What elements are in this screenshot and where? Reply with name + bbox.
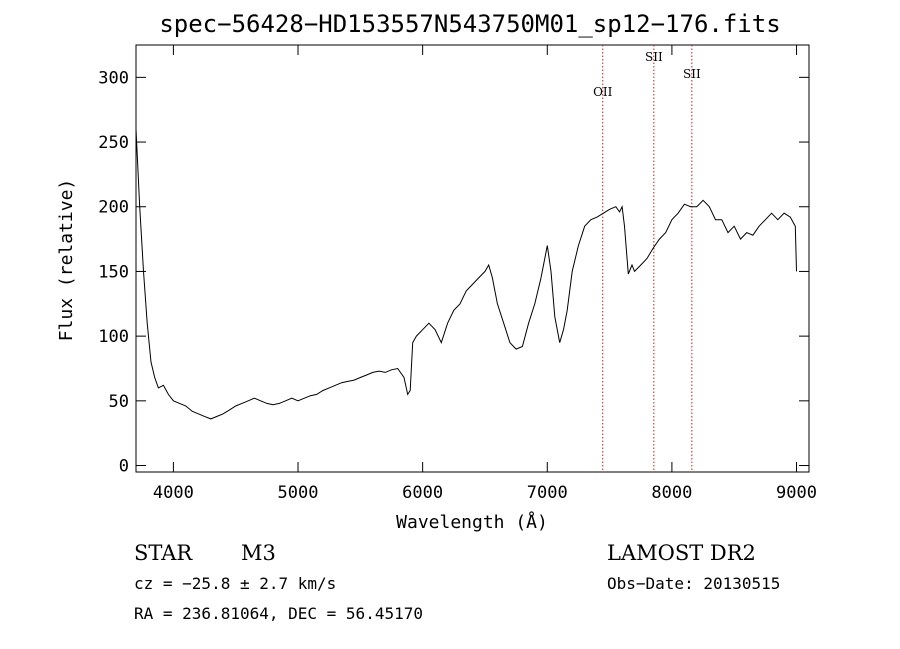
- x-tick-label: 6000: [402, 483, 443, 503]
- y-tick-label: 100: [98, 327, 129, 347]
- x-axis-label: Wavelength (Å): [396, 511, 548, 533]
- x-tick-label: 7000: [527, 483, 568, 503]
- spectrum-series-line: [135, 129, 797, 420]
- axis-ticks: 4000 5000 6000 7000 8000 9000 0 50 100 150 200 250 3…: [98, 45, 817, 503]
- redshift-velocity: cz = −25.8 ± 2.7 km/s: [134, 574, 336, 593]
- spectral-line-label: SII: [645, 50, 663, 64]
- object-class: STAR: [134, 541, 193, 565]
- y-tick-label: 150: [98, 262, 129, 282]
- spectral-line-label: OII: [593, 85, 613, 99]
- object-subclass: M3: [241, 541, 276, 565]
- y-tick-label: 0: [119, 457, 129, 477]
- spectral-line-markers: OII SII SII: [593, 45, 701, 472]
- x-tick-label: 5000: [278, 483, 319, 503]
- y-tick-label: 300: [98, 68, 129, 88]
- x-tick-label: 8000: [651, 483, 692, 503]
- survey-name: LAMOST DR2: [607, 541, 756, 565]
- chart-title: spec−56428−HD153557N543750M01_sp12−176.f…: [159, 10, 780, 38]
- plot-frame: [135, 44, 810, 473]
- x-tick-label: 9000: [776, 483, 817, 503]
- x-tick-label: 4000: [153, 483, 194, 503]
- ra-dec-coordinates: RA = 236.81064, DEC = 56.45170: [134, 604, 423, 623]
- spectral-line-label: SII: [683, 67, 701, 81]
- y-axis-label: Flux (relative): [56, 179, 77, 342]
- y-tick-label: 200: [98, 198, 129, 218]
- observation-date: Obs−Date: 20130515: [607, 574, 780, 593]
- y-tick-label: 50: [109, 392, 129, 412]
- y-tick-label: 250: [98, 133, 129, 153]
